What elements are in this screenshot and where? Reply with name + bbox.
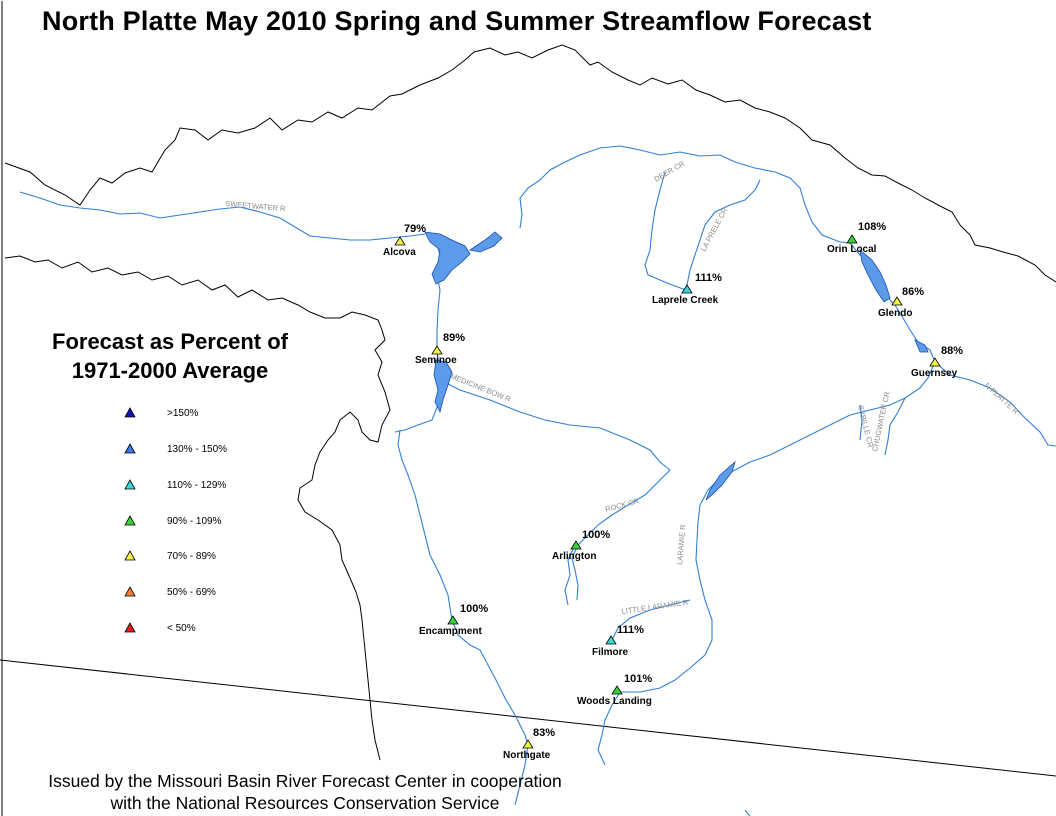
triangle-icon bbox=[124, 479, 136, 490]
station-marker bbox=[681, 284, 693, 294]
station-name: Glendo bbox=[878, 308, 912, 319]
stations: 79% Alcova 108% Orin Local 111% Laprele … bbox=[383, 221, 963, 761]
station-percent: 89% bbox=[443, 332, 465, 344]
station-seminoe[interactable]: 89% Seminoe bbox=[415, 332, 465, 366]
station-name: Encampment bbox=[419, 626, 482, 637]
triangle-icon bbox=[124, 515, 136, 526]
footer-line1: Issued by the Missouri Basin River Forec… bbox=[48, 771, 562, 791]
station-name: Alcova bbox=[383, 247, 416, 258]
station-alcova[interactable]: 79% Alcova bbox=[383, 223, 426, 258]
legend-label: 110% - 129% bbox=[167, 480, 227, 491]
river-label: ROCK CR bbox=[604, 496, 640, 514]
station-name: Northgate bbox=[503, 750, 551, 761]
glendo-reservoir bbox=[859, 249, 891, 303]
station-name: Arlington bbox=[552, 551, 596, 562]
triangle-icon bbox=[124, 622, 136, 633]
legend-label: 70% - 89% bbox=[167, 551, 216, 562]
seminoe-reservoir bbox=[433, 359, 453, 414]
river-label: LARAMIE R bbox=[675, 524, 688, 566]
station-percent: 101% bbox=[624, 673, 652, 685]
river-label: LITTLE LARAMIE R bbox=[621, 598, 689, 616]
legend-label: >150% bbox=[167, 408, 199, 419]
station-guernsey[interactable]: 88% Guernsey bbox=[911, 345, 963, 379]
station-percent: 111% bbox=[695, 272, 722, 284]
river-label: CHUGWATER CR bbox=[870, 390, 892, 452]
station-percent: 88% bbox=[941, 345, 963, 357]
station-percent: 83% bbox=[533, 727, 555, 739]
river-labels: SWEETWATER R DEER CR LA PRELE CR MEDICIN… bbox=[225, 159, 1021, 616]
footer: Issued by the Missouri Basin River Forec… bbox=[0, 770, 610, 814]
station-glendo[interactable]: 86% Glendo bbox=[878, 286, 924, 319]
legend-title-line1: Forecast as Percent of bbox=[52, 329, 288, 354]
legend-label: 50% - 69% bbox=[167, 587, 216, 598]
station-marker bbox=[929, 357, 941, 367]
station-percent: 79% bbox=[404, 223, 426, 235]
river-label: MEDICINE BOW R bbox=[449, 372, 512, 405]
legend-label: 130% - 150% bbox=[167, 444, 228, 455]
station-arlington[interactable]: 100% Arlington bbox=[552, 529, 610, 562]
station-orin-local[interactable]: 108% Orin Local bbox=[827, 221, 886, 255]
legend-title: Forecast as Percent of 1971-2000 Average bbox=[20, 327, 320, 385]
station-marker bbox=[570, 540, 582, 550]
pathfinder-reservoir bbox=[424, 231, 471, 285]
station-percent: 108% bbox=[858, 221, 886, 233]
station-name: Woods Landing bbox=[577, 696, 652, 707]
state-line bbox=[0, 659, 1056, 777]
station-marker bbox=[891, 296, 903, 306]
station-name: Guernsey bbox=[911, 368, 958, 379]
map-title: North Platte May 2010 Spring and Summer … bbox=[42, 6, 872, 36]
station-marker bbox=[522, 739, 534, 749]
station-name: Seminoe bbox=[415, 355, 457, 366]
station-filmore[interactable]: 111% Filmore bbox=[592, 624, 644, 658]
station-marker bbox=[611, 685, 623, 695]
station-woods-landing[interactable]: 101% Woods Landing bbox=[577, 673, 652, 707]
station-marker bbox=[605, 635, 617, 645]
station-laprele-creek[interactable]: 111% Laprele Creek bbox=[652, 272, 722, 306]
triangle-icon bbox=[124, 443, 136, 454]
station-name: Orin Local bbox=[827, 244, 877, 255]
station-marker bbox=[431, 345, 443, 355]
station-percent: 86% bbox=[902, 286, 924, 298]
station-percent: 100% bbox=[460, 603, 488, 615]
station-name: Laprele Creek bbox=[652, 295, 719, 306]
station-name: Filmore bbox=[592, 647, 629, 658]
station-marker bbox=[447, 615, 459, 625]
triangle-icon bbox=[124, 407, 136, 418]
legend-label: < 50% bbox=[167, 623, 196, 634]
station-encampment[interactable]: 100% Encampment bbox=[419, 603, 488, 637]
station-percent: 100% bbox=[582, 529, 610, 541]
river-label: DEER CR bbox=[653, 159, 687, 184]
station-marker bbox=[394, 236, 406, 246]
station-marker bbox=[846, 234, 858, 244]
station-percent: 111% bbox=[617, 624, 644, 636]
triangle-icon bbox=[124, 586, 136, 597]
station-northgate[interactable]: 83% Northgate bbox=[503, 727, 555, 761]
river-label: N PLATTE R bbox=[983, 381, 1021, 417]
reservoirs bbox=[424, 231, 929, 501]
triangle-icon bbox=[124, 550, 136, 561]
legend-label: 90% - 109% bbox=[167, 516, 222, 527]
laramie-reservoir bbox=[705, 460, 736, 501]
footer-line2: with the National Resources Conservation… bbox=[110, 793, 500, 813]
legend-title-line2: 1971-2000 Average bbox=[71, 358, 269, 383]
